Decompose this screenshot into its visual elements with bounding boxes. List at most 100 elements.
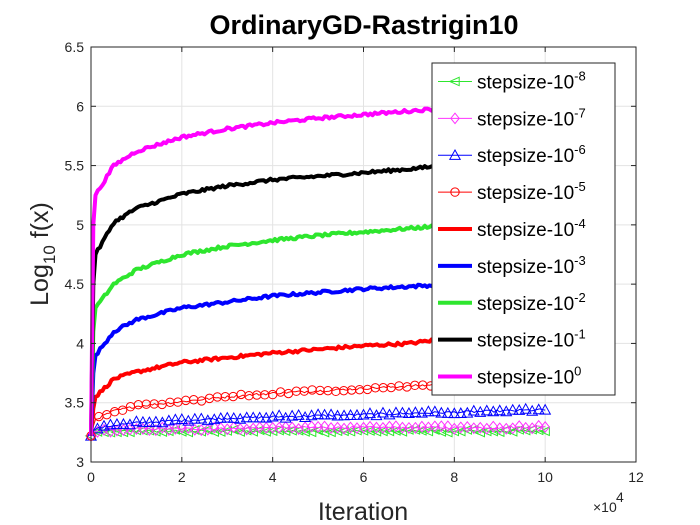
series-marker bbox=[318, 408, 331, 420]
series-marker bbox=[532, 403, 545, 415]
series-marker bbox=[493, 404, 506, 416]
series-marker bbox=[280, 421, 291, 434]
series-marker bbox=[311, 425, 323, 436]
legend-label: stepsize-10-8 bbox=[477, 68, 586, 93]
x-tick-label: 12 bbox=[628, 469, 644, 485]
series-marker bbox=[175, 413, 188, 424]
series-marker bbox=[189, 423, 200, 436]
y-axis-label-tail: f(x) bbox=[26, 202, 54, 245]
series-marker bbox=[371, 421, 382, 434]
legend-entry: stepsize-100 bbox=[438, 364, 581, 389]
series-marker bbox=[331, 409, 344, 421]
legend-entry: stepsize-10-3 bbox=[438, 253, 586, 278]
legend-label: stepsize-100 bbox=[477, 364, 581, 389]
series-marker bbox=[383, 426, 395, 437]
series-marker bbox=[344, 409, 357, 420]
series-marker bbox=[428, 405, 441, 417]
series-marker bbox=[292, 408, 305, 420]
x-tick-label: 0 bbox=[87, 469, 95, 485]
series-marker bbox=[506, 426, 518, 437]
series-marker bbox=[305, 409, 318, 421]
legend-label: stepsize-10-6 bbox=[477, 142, 586, 167]
series-marker bbox=[273, 409, 286, 421]
legend-label: stepsize-10-2 bbox=[477, 290, 586, 315]
axes: 0 2 4 6 8 10 12 3 3.5 4 4.5 5 5.5 6 6.5 bbox=[65, 39, 644, 485]
legend-marker bbox=[448, 148, 462, 160]
series-marker bbox=[363, 425, 375, 436]
series-marker bbox=[227, 411, 240, 423]
series-marker bbox=[520, 421, 531, 434]
series-marker bbox=[176, 421, 187, 434]
series-marker bbox=[130, 415, 143, 427]
series-marker bbox=[279, 426, 291, 437]
x-tick-label: 4 bbox=[269, 469, 277, 485]
series-marker bbox=[131, 423, 142, 436]
series-marker bbox=[506, 403, 519, 415]
series-marker bbox=[287, 421, 297, 434]
series-line bbox=[89, 222, 455, 436]
series-marker bbox=[422, 405, 435, 417]
y-tick-label: 3.5 bbox=[65, 395, 85, 411]
series-marker bbox=[136, 425, 148, 436]
series-marker bbox=[486, 426, 498, 437]
series-marker bbox=[454, 407, 467, 418]
series-marker bbox=[312, 408, 325, 420]
series-marker bbox=[487, 405, 500, 417]
series-marker bbox=[97, 419, 111, 431]
series-marker bbox=[519, 402, 532, 414]
series-marker bbox=[493, 427, 505, 438]
series-marker bbox=[260, 411, 273, 423]
series-marker bbox=[409, 406, 422, 418]
series-stepsize-10-7 bbox=[86, 419, 551, 442]
y-tick-label: 6 bbox=[76, 98, 84, 114]
series-marker bbox=[247, 411, 260, 423]
series-marker bbox=[441, 406, 454, 418]
series-marker bbox=[228, 421, 239, 434]
y-tick-label: 6.5 bbox=[65, 39, 85, 55]
legend-marker bbox=[450, 112, 460, 125]
series-marker bbox=[253, 411, 266, 423]
series-line bbox=[89, 161, 456, 436]
series-marker bbox=[267, 421, 278, 434]
chart-title: OrdinaryGD-Rastrigin10 bbox=[209, 10, 518, 40]
series-marker bbox=[415, 425, 427, 436]
series-marker bbox=[215, 421, 226, 434]
series-marker bbox=[370, 426, 382, 437]
series-marker bbox=[430, 420, 440, 433]
series-marker bbox=[201, 414, 214, 426]
series-marker bbox=[240, 411, 253, 423]
series-line bbox=[89, 281, 456, 436]
series-marker bbox=[266, 426, 278, 437]
series-marker bbox=[345, 421, 356, 434]
series-marker bbox=[488, 420, 499, 433]
series-marker bbox=[370, 383, 381, 393]
series-stepsize-10-3 bbox=[89, 281, 456, 436]
series-marker bbox=[389, 406, 402, 418]
series-marker bbox=[436, 420, 447, 433]
series-marker bbox=[117, 405, 128, 415]
legend-label: stepsize-10-7 bbox=[477, 105, 586, 130]
series-marker bbox=[144, 424, 155, 437]
series-marker bbox=[325, 408, 338, 420]
series-stepsize-10-4 bbox=[89, 334, 456, 437]
legend-marker bbox=[448, 76, 460, 87]
series-marker bbox=[298, 426, 310, 437]
series-marker bbox=[259, 426, 271, 437]
series-marker bbox=[136, 415, 149, 427]
series-marker bbox=[391, 420, 401, 433]
series-marker bbox=[149, 415, 162, 427]
legend-label: stepsize-10-3 bbox=[477, 253, 586, 278]
series-marker bbox=[397, 421, 408, 434]
series-stepsize-10-6 bbox=[84, 402, 552, 441]
series-marker bbox=[209, 421, 220, 434]
series-marker bbox=[235, 423, 246, 436]
legend-entry: stepsize-10-1 bbox=[438, 327, 586, 352]
series-marker bbox=[435, 406, 448, 418]
x-tick-label: 6 bbox=[360, 469, 368, 485]
series-marker bbox=[221, 411, 234, 423]
series-marker bbox=[443, 420, 453, 433]
legend-entry: stepsize-10-6 bbox=[438, 142, 586, 167]
series-marker bbox=[462, 420, 473, 433]
legend-entry: stepsize-10-7 bbox=[438, 105, 586, 130]
